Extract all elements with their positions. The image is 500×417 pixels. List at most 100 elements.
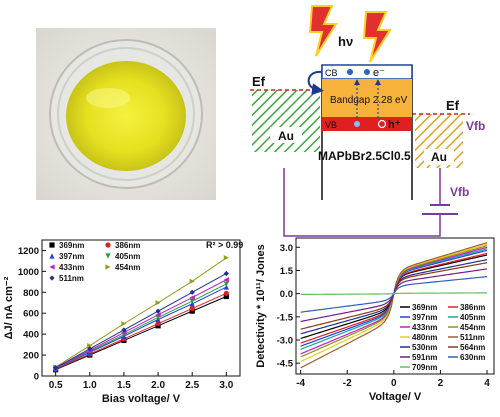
chart1-ytick-label: 800: [23, 288, 39, 299]
chart1-legend-marker: [49, 275, 55, 281]
light-label: hν: [338, 34, 353, 49]
electron-label: e⁻: [373, 67, 385, 79]
bandgap-region: [322, 79, 412, 117]
cb-label: CB: [325, 68, 338, 78]
chart1-fit-line-397nm: [55, 286, 227, 370]
chart2-xtick-label: 0: [391, 378, 397, 389]
r-squared-annotation: R² > 0.99: [206, 240, 243, 250]
chart-detectivity: -4 -2 0 2 4 -4.5 -3.0 -1.5 0.0 1.5 3.0 369nm 386nm…: [255, 237, 495, 403]
chart1-ytick-label: 0: [34, 372, 39, 383]
chart1-ytick-label: 200: [23, 351, 39, 362]
chart1-xtick-label: 3.0: [219, 380, 233, 391]
chart1-point-511nm: [87, 346, 93, 352]
chart2-legend-label: 630nm: [460, 353, 485, 362]
chart1-legend-marker: [105, 264, 111, 270]
chart1-xtick-label: 0.5: [49, 380, 63, 391]
hole-dot-1: [354, 121, 360, 127]
chart2-ytick-label: -4.5: [277, 359, 294, 370]
chart2-legend-label: 511nm: [460, 333, 485, 342]
chart1-legend-label: 511nm: [59, 274, 84, 283]
chart2-legend-label: 397nm: [412, 313, 437, 322]
chart1-point-433nm: [189, 294, 195, 301]
chart1-legend-label: 369nm: [59, 241, 84, 250]
lightning-icon-right: [362, 11, 392, 63]
chart1-point-454nm: [189, 278, 195, 284]
chart2-xtick-label: 4: [484, 378, 490, 389]
chart2-ytick-label: -3.0: [277, 336, 293, 347]
chart1-ytick-label: 600: [23, 309, 39, 320]
chart1-xtick-label: 2.0: [151, 380, 165, 391]
chart1-point-386nm: [189, 305, 195, 312]
chart2-xtick-label: 2: [438, 378, 444, 389]
chart1-point-433nm: [121, 329, 127, 336]
au-left-label: Au: [278, 129, 294, 143]
chart1-fit-line-511nm: [55, 273, 227, 369]
chart1-point-405nm: [189, 298, 195, 304]
vfb-label: Vfb: [466, 119, 485, 133]
chart1-ylabel: ΔJ/ nA cm⁻²: [3, 276, 15, 339]
chart2-legend-label: 709nm: [412, 363, 437, 372]
chart2-legend-label: 454nm: [460, 323, 485, 332]
chart1-point-454nm: [87, 343, 93, 349]
hole-dot-2: [377, 119, 387, 129]
chart1-legend-label: 397nm: [59, 252, 84, 261]
au-right-label: Au: [431, 150, 447, 164]
chart2-legend-label: 564nm: [460, 343, 485, 352]
lightning-icon-left: [308, 5, 338, 57]
chart1-point-454nm: [223, 255, 229, 261]
chart1-plot-area: [41, 239, 241, 377]
sample-photo: [36, 28, 216, 200]
chart2-legend-label: 530nm: [412, 343, 437, 352]
chart1-point-511nm: [189, 289, 195, 295]
chart1-point-511nm: [155, 308, 161, 314]
chart1-point-405nm: [223, 281, 229, 287]
chart2-ytick-label: -1.5: [277, 312, 294, 323]
chart1-legend-marker: [49, 253, 55, 259]
chart2-legend-label: 480nm: [412, 333, 437, 342]
chart1-ytick-label: 1200: [18, 246, 39, 257]
chart1-fit-line-405nm: [55, 283, 227, 369]
chart1-fit-line-369nm: [55, 296, 227, 371]
chart2-ylabel: Detectivity * 10¹¹/ Jones: [255, 244, 267, 368]
chart1-fit-line-386nm: [55, 292, 227, 370]
chart2-legend-label: 386nm: [460, 303, 485, 312]
bandgap-label: Bandgap 2.28 eV: [330, 95, 408, 106]
valence-band: [322, 117, 412, 131]
chart1-xtick-label: 1.0: [83, 380, 97, 391]
band-diagram: Au Au Ef Ef Vfb Vfb CB VB Bandgap 2.28 e…: [250, 5, 485, 237]
chart1-legend-marker: [105, 253, 111, 259]
chart1-legend-label: 405nm: [115, 252, 140, 261]
electron-dot-1: [347, 69, 353, 75]
chart1-point-511nm: [223, 270, 229, 277]
chart1-fit-line-454nm: [55, 257, 227, 368]
ef-left-label: Ef: [252, 74, 266, 89]
chart1-point-397nm: [189, 301, 195, 307]
chart2-legend-label: 405nm: [460, 313, 485, 322]
chart2-ytick-label: 1.5: [280, 266, 294, 277]
chart1-point-433nm: [155, 312, 161, 318]
chart1-legend-marker: [49, 242, 55, 248]
chart1-ytick-label: 1000: [18, 267, 39, 278]
chart1-fit-line-433nm: [55, 279, 227, 369]
chart2-curve-709nm: [300, 292, 488, 296]
chart1-point-511nm: [53, 365, 59, 371]
chart1-xtick-label: 2.5: [185, 380, 199, 391]
chart1-point-454nm: [155, 300, 161, 306]
chart1-legend-marker: [105, 242, 111, 248]
chart1-ytick-label: 400: [23, 330, 39, 341]
circuit-wire: [283, 168, 441, 237]
chart2-xtick-label: -2: [343, 378, 352, 389]
chart2-ytick-label: 3.0: [280, 243, 293, 254]
ef-right-label: Ef: [446, 98, 460, 113]
chart1-xtick-label: 1.5: [117, 380, 131, 391]
chart2-legend-label: 369nm: [412, 303, 437, 312]
chart1-legend-marker: [49, 264, 55, 270]
chart1-point-433nm: [223, 277, 229, 283]
hole-label: h⁺: [388, 119, 401, 131]
vfb-source-label: Vfb: [450, 185, 469, 199]
chart2-xtick-label: -4: [296, 378, 305, 389]
chart1-xlabel: Bias voltage/ V: [102, 393, 181, 405]
vb-label: VB: [325, 120, 337, 130]
chart1-point-454nm: [121, 321, 127, 327]
